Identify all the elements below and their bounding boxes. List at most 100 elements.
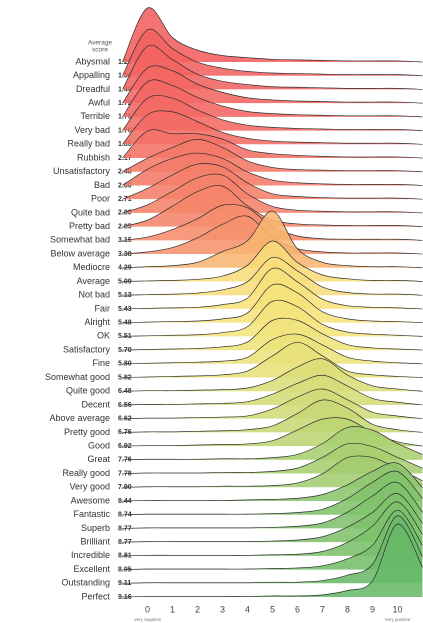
row-label: Somewhat bad <box>50 235 110 245</box>
row-label: Very bad <box>74 125 110 135</box>
row-label: OK <box>97 331 110 341</box>
x-tick-label: 3 <box>220 604 225 614</box>
row-label: Pretty bad <box>69 221 110 231</box>
row-label: Bad <box>94 180 110 190</box>
ridge-line <box>122 515 423 584</box>
score-label: 6.48 <box>118 388 132 395</box>
row-label: Average <box>77 276 110 286</box>
ridge-line <box>122 299 423 337</box>
ridge-line <box>122 342 423 378</box>
score-label: 5.43 <box>118 306 132 313</box>
ridge-line <box>122 470 423 516</box>
row-label: Fine <box>92 358 110 368</box>
score-label: 8.77 <box>118 525 132 532</box>
ridge-line <box>122 256 423 296</box>
row-label: Very good <box>69 482 110 492</box>
row-label: Decent <box>81 399 110 409</box>
score-label: 5.82 <box>118 374 132 381</box>
x-end-label: Very negative <box>134 617 162 622</box>
score-label: 1.85 <box>118 141 132 148</box>
row-label: Below average <box>50 248 110 258</box>
ridge-line <box>122 442 423 474</box>
ridge-area <box>122 29 423 76</box>
x-tick-label: 2 <box>195 604 200 614</box>
row-label: Dreadful <box>76 84 110 94</box>
row-label: Satisfactory <box>63 344 111 354</box>
ridge-area <box>122 65 423 104</box>
ridge-line <box>122 28 423 77</box>
x-tick-label: 0 <box>145 604 150 614</box>
row-label: Excellent <box>73 564 110 574</box>
ridge-line <box>122 110 423 145</box>
x-tick-label: 5 <box>270 604 275 614</box>
score-label: 3.38 <box>118 251 132 258</box>
ridge-area <box>122 79 423 117</box>
score-label: 2.80 <box>118 210 132 217</box>
row-label: Superb <box>81 523 110 533</box>
row-label: Outstanding <box>61 578 110 588</box>
score-label: 7.90 <box>118 484 132 491</box>
ridge-area <box>122 185 423 227</box>
score-label: 2.17 <box>118 155 132 162</box>
row-label: Abysmal <box>75 56 110 66</box>
x-tick-label: 10 <box>392 604 402 614</box>
ridge-area <box>122 300 423 337</box>
ridge-line <box>122 173 423 214</box>
row-label: Good <box>88 440 110 450</box>
ridge-area <box>122 470 423 515</box>
score-label: 8.74 <box>118 512 132 519</box>
ridge-line <box>122 493 423 543</box>
score-label: 8.95 <box>118 566 132 573</box>
score-label: 6.92 <box>118 443 132 450</box>
x-tick-label: 6 <box>295 604 300 614</box>
row-label: Really good <box>62 468 110 478</box>
score-label: 6.56 <box>118 402 132 409</box>
row-label: Awesome <box>71 495 110 505</box>
header: score <box>92 47 108 54</box>
x-tick-label: 7 <box>320 604 325 614</box>
score-label: 1.34 <box>118 73 132 80</box>
score-label: 7.78 <box>118 470 132 477</box>
score-label: 5.70 <box>118 347 132 354</box>
ridge-area <box>122 482 423 529</box>
row-label: Perfect <box>81 591 110 601</box>
ridge-area <box>122 493 423 543</box>
row-label: Mediocre <box>73 262 110 272</box>
ridge-line <box>122 65 423 104</box>
ridge-area <box>122 342 423 378</box>
ridge-line <box>122 267 423 310</box>
x-tick-label: 4 <box>245 604 250 614</box>
ridge-area <box>122 204 423 241</box>
ridge-area <box>122 524 423 597</box>
row-label: Awful <box>88 98 110 108</box>
score-label: 2.48 <box>118 169 132 176</box>
score-label: 5.80 <box>118 361 132 368</box>
row-label: Quite bad <box>71 207 110 217</box>
ridge-line <box>122 388 423 420</box>
score-label: 3.16 <box>118 237 132 244</box>
ridge-line <box>122 79 423 118</box>
ridge-area <box>122 318 423 351</box>
ridge-area <box>122 455 423 488</box>
row-label: Not bad <box>78 290 110 300</box>
ridge-line <box>122 501 423 557</box>
row-label: Pretty good <box>64 427 110 437</box>
score-label: 1.72 <box>118 100 132 107</box>
score-label: 9.16 <box>118 594 132 601</box>
row-label: Poor <box>91 194 110 204</box>
ridge-line <box>122 210 423 269</box>
row-label: Really bad <box>67 139 110 149</box>
score-label: 8.44 <box>118 498 132 505</box>
row-label: Above average <box>49 413 110 423</box>
row-label: Alright <box>84 317 110 327</box>
score-label: 5.09 <box>118 278 132 285</box>
row-label: Fair <box>95 303 111 313</box>
ridge-area <box>122 211 423 268</box>
ridge-line <box>122 455 423 488</box>
row-label: Somewhat good <box>45 372 110 382</box>
row-label: Appalling <box>73 70 110 80</box>
ridge-line <box>122 374 423 406</box>
score-label: 2.85 <box>118 223 132 230</box>
ridge-line <box>122 358 423 392</box>
